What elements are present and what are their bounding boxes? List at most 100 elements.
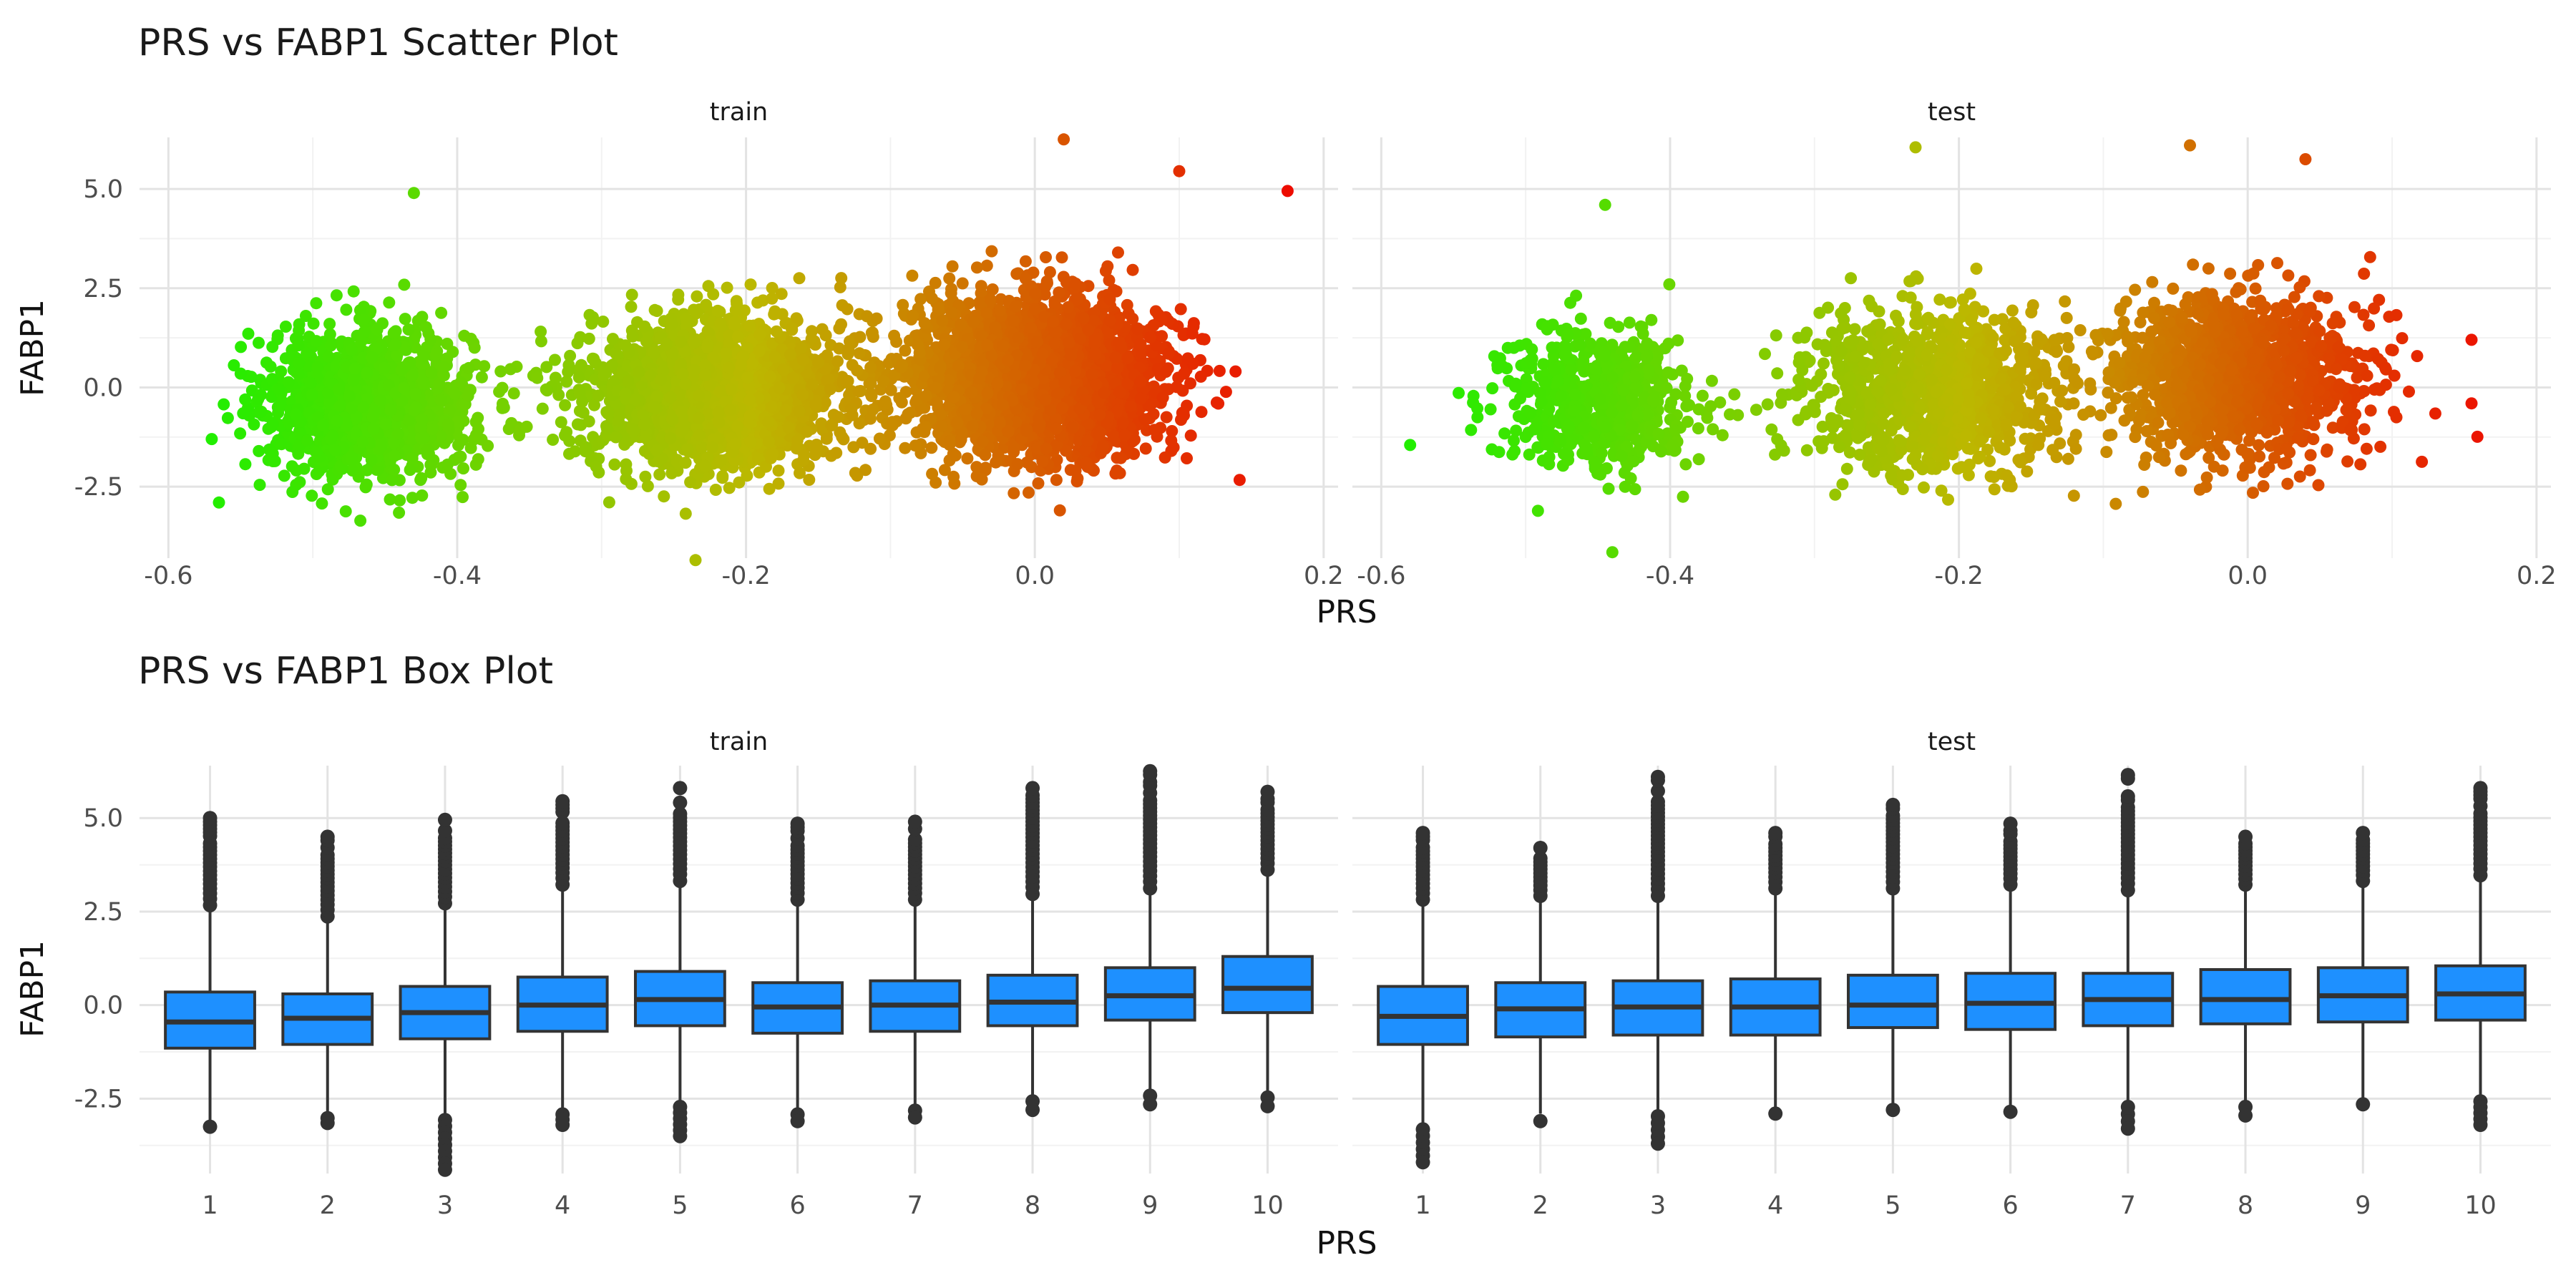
scatter-point bbox=[228, 359, 240, 371]
scatter-point bbox=[1053, 504, 1066, 517]
scatter-point bbox=[879, 395, 892, 408]
y-tick-label: -2.5 bbox=[74, 473, 123, 502]
scatter-point bbox=[801, 425, 814, 438]
scatter-point bbox=[840, 376, 853, 389]
scatter-point bbox=[619, 387, 632, 400]
scatter-point bbox=[772, 477, 785, 490]
scatter-point bbox=[454, 479, 467, 492]
scatter-point bbox=[597, 369, 610, 381]
scatter-point bbox=[851, 364, 864, 377]
scatter-point bbox=[571, 418, 584, 431]
scatter-point bbox=[653, 468, 666, 481]
scatter-point bbox=[946, 260, 959, 273]
scatter-point bbox=[366, 411, 379, 424]
scatter-point bbox=[1148, 424, 1161, 436]
x-tick-label: -0.6 bbox=[144, 562, 192, 590]
scatter-point bbox=[361, 464, 374, 477]
scatter-point bbox=[853, 417, 866, 430]
scatter-point bbox=[986, 283, 999, 296]
scatter-point bbox=[559, 399, 572, 411]
scatter-point bbox=[625, 301, 638, 313]
scatter-point bbox=[293, 476, 306, 489]
scatter-point bbox=[979, 449, 992, 462]
scatter-point bbox=[782, 421, 795, 434]
scatter-point bbox=[607, 333, 619, 346]
scatter-point bbox=[716, 470, 729, 482]
scatter-point bbox=[582, 332, 595, 345]
scatter-point bbox=[346, 453, 358, 466]
scatter-point bbox=[265, 391, 278, 404]
scatter-point bbox=[290, 408, 302, 421]
scatter-point bbox=[791, 434, 804, 447]
scatter-point bbox=[266, 341, 279, 353]
scatter-point bbox=[619, 339, 632, 352]
scatter-point bbox=[572, 371, 585, 384]
x-tick-label: 0.0 bbox=[1015, 562, 1055, 590]
scatter-point bbox=[831, 355, 844, 368]
scatter-point bbox=[421, 444, 434, 456]
scatter-point bbox=[1174, 303, 1187, 316]
scatter-point bbox=[743, 319, 756, 332]
scatter-point bbox=[1055, 251, 1068, 264]
scatter-point bbox=[665, 467, 678, 479]
scatter-point bbox=[1103, 274, 1116, 287]
scatter-point bbox=[773, 381, 786, 394]
scatter-point bbox=[279, 321, 292, 333]
scatter-point bbox=[796, 389, 809, 401]
scatter-point bbox=[626, 423, 639, 435]
scatter-point bbox=[660, 338, 673, 351]
scatter-point bbox=[384, 404, 397, 416]
scatter-point bbox=[744, 436, 757, 449]
scatter-point bbox=[434, 394, 447, 406]
scatter-point bbox=[701, 341, 714, 353]
scatter-point bbox=[531, 371, 544, 384]
scatter-point bbox=[688, 364, 701, 376]
scatter-point bbox=[731, 420, 743, 433]
scatter-point bbox=[676, 368, 689, 381]
scatter-point bbox=[239, 458, 252, 471]
scatter-point bbox=[430, 348, 443, 361]
scatter-point bbox=[387, 327, 400, 340]
scatter-point bbox=[707, 288, 720, 301]
scatter-point bbox=[753, 328, 766, 341]
scatter-point bbox=[674, 358, 687, 370]
scatter-point bbox=[772, 464, 785, 477]
scatter-point bbox=[218, 398, 230, 411]
scatter-point bbox=[700, 298, 713, 311]
scatter-point bbox=[665, 413, 678, 426]
scatter-point bbox=[926, 467, 939, 480]
scatter-point bbox=[809, 449, 821, 462]
scatter-points-train bbox=[205, 133, 1294, 567]
scatter-point bbox=[715, 454, 728, 467]
y-axis-title: FABP1 bbox=[14, 299, 51, 396]
scatter-point bbox=[395, 364, 408, 376]
scatter-point bbox=[354, 514, 367, 527]
scatter-point bbox=[803, 474, 816, 486]
scatter-point bbox=[723, 361, 736, 374]
scatter-point bbox=[562, 366, 575, 379]
scatter-point bbox=[416, 311, 429, 323]
y-tick-label: 0.0 bbox=[83, 374, 123, 402]
scatter-point bbox=[346, 464, 359, 477]
scatter-point bbox=[793, 405, 806, 418]
scatter-point bbox=[675, 336, 687, 348]
scatter-point bbox=[1126, 263, 1139, 276]
scatter-point bbox=[873, 432, 886, 445]
scatter-point bbox=[573, 387, 586, 399]
scatter-point bbox=[286, 486, 299, 498]
scatter-point bbox=[777, 364, 790, 376]
x-tick-label: -0.2 bbox=[721, 562, 770, 590]
scatter-point bbox=[462, 361, 475, 374]
scatter-point bbox=[496, 381, 509, 394]
scatter-point bbox=[340, 303, 353, 316]
scatter-point bbox=[441, 458, 454, 471]
scatter-point bbox=[504, 363, 517, 376]
scatter-point bbox=[691, 290, 703, 303]
y-tick-label: 5.0 bbox=[83, 175, 123, 204]
scatter-point bbox=[324, 339, 337, 352]
scatter-point bbox=[633, 366, 645, 379]
scatter-point bbox=[602, 496, 615, 509]
scatter-point bbox=[784, 348, 796, 361]
scatter-point bbox=[1195, 406, 1208, 419]
scatter-point bbox=[866, 326, 879, 339]
